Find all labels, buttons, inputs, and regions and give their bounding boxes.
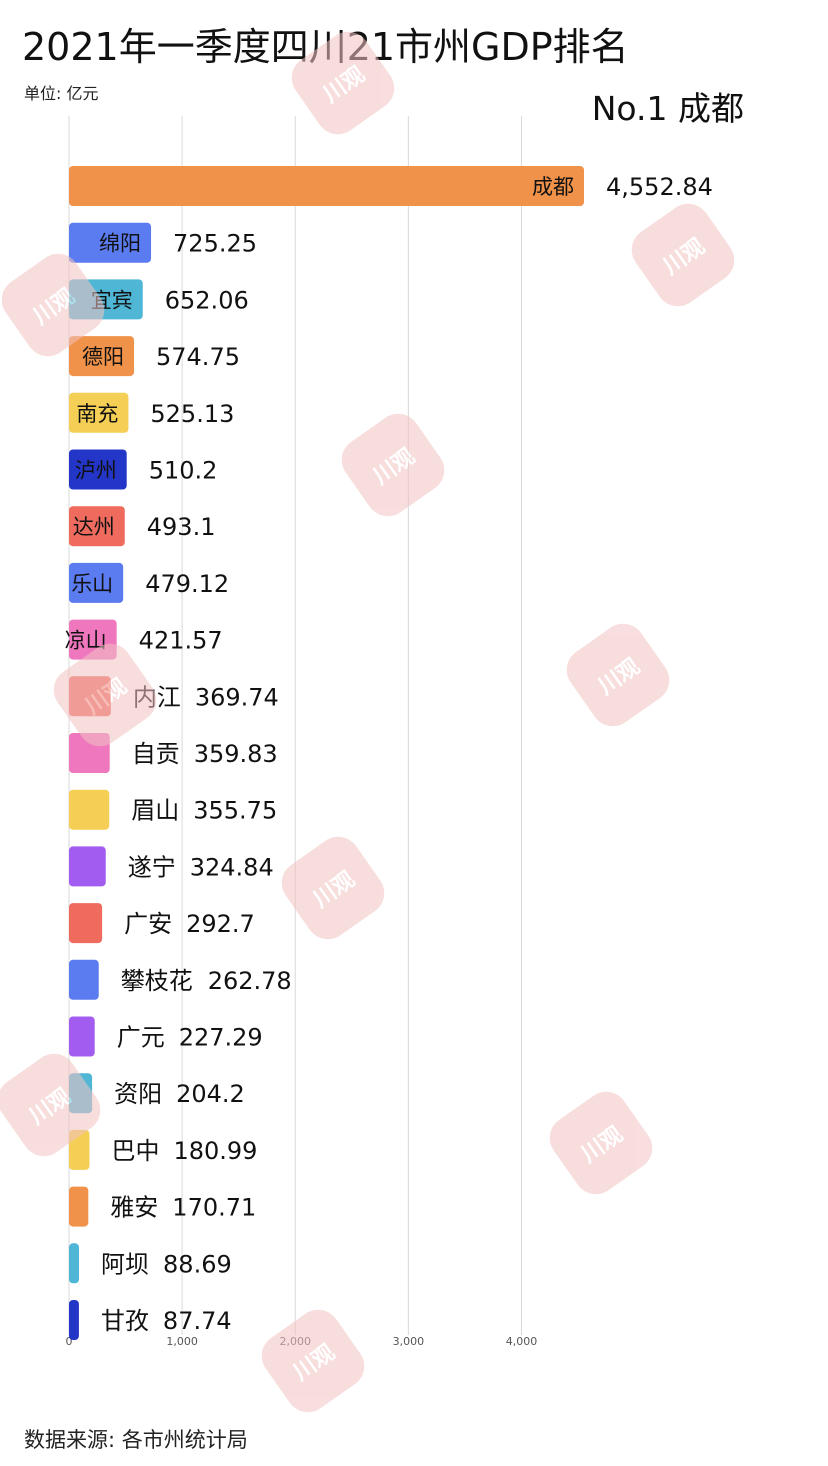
category-label: 遂宁 <box>128 853 176 881</box>
category-label: 乐山 <box>71 572 113 596</box>
category-label: 德阳 <box>82 345 124 369</box>
category-label: 宜宾 <box>91 288 133 312</box>
category-label: 甘孜 <box>101 1307 149 1335</box>
bar <box>69 1016 95 1057</box>
value-label: 510.2 <box>149 457 218 485</box>
category-label: 攀枝花 <box>121 967 193 995</box>
x-tick-label: 3,000 <box>393 1335 425 1348</box>
bar <box>69 449 127 490</box>
value-label: 725.25 <box>173 230 257 258</box>
value-label: 88.69 <box>163 1250 232 1278</box>
category-label: 绵阳 <box>99 232 141 256</box>
category-label: 内江 <box>133 683 181 711</box>
category-label: 自贡 <box>132 740 180 768</box>
value-label: 87.74 <box>163 1307 232 1335</box>
value-label: 421.57 <box>139 627 223 655</box>
category-label: 资阳 <box>114 1080 162 1108</box>
value-label: 525.13 <box>150 400 234 428</box>
value-label: 652.06 <box>165 286 249 314</box>
source-note: 数据来源: 各市州统计局 <box>24 1428 248 1452</box>
bar <box>69 903 103 944</box>
value-label: 262.78 <box>208 967 292 995</box>
category-label: 泸州 <box>75 459 117 483</box>
value-label: 170.71 <box>172 1194 256 1222</box>
x-tick-label: 2,000 <box>279 1335 311 1348</box>
bar <box>69 1129 90 1170</box>
bar <box>69 676 111 717</box>
value-label: 479.12 <box>145 570 229 598</box>
value-label: 574.75 <box>156 343 240 371</box>
category-label: 巴中 <box>111 1137 159 1165</box>
value-label: 324.84 <box>190 853 274 881</box>
category-label: 广元 <box>117 1024 165 1052</box>
bar <box>69 562 124 603</box>
value-label: 355.75 <box>193 797 277 825</box>
x-tick-label: 1,000 <box>166 1335 198 1348</box>
bar <box>69 789 110 830</box>
value-label: 292.7 <box>186 910 255 938</box>
bar <box>69 1073 93 1114</box>
x-tick-label: 0 <box>66 1335 73 1348</box>
category-label: 广安 <box>124 910 172 938</box>
category-label: 南充 <box>76 402 118 426</box>
value-label: 4,552.84 <box>606 173 713 201</box>
bar <box>69 166 584 206</box>
bar <box>69 392 129 433</box>
bar <box>69 1243 80 1284</box>
value-label: 493.1 <box>147 513 216 541</box>
value-label: 227.29 <box>179 1024 263 1052</box>
value-label: 204.2 <box>176 1080 245 1108</box>
category-label: 雅安 <box>110 1194 158 1222</box>
bar-chart: 0 1,000 2,000 3,000 4,000 成都 4,552.84 绵阳 725.25 宜… <box>65 116 713 1348</box>
category-label: 阿坝 <box>101 1250 149 1278</box>
rank-label: No.1 成都 <box>591 89 744 128</box>
unit-label: 单位: 亿元 <box>24 84 99 103</box>
x-tick-label: 4,000 <box>506 1335 538 1348</box>
bar <box>69 1300 79 1340</box>
category-label: 眉山 <box>131 797 179 825</box>
category-label: 达州 <box>73 515 115 539</box>
value-label: 369.74 <box>195 683 279 711</box>
bar <box>69 1186 89 1227</box>
category-label: 凉山 <box>65 629 107 653</box>
bar <box>69 959 99 1000</box>
bar <box>69 733 110 773</box>
value-label: 359.83 <box>194 740 278 768</box>
bar <box>69 846 106 887</box>
value-label: 180.99 <box>173 1137 257 1165</box>
category-label: 成都 <box>532 175 574 199</box>
bar <box>69 506 125 547</box>
